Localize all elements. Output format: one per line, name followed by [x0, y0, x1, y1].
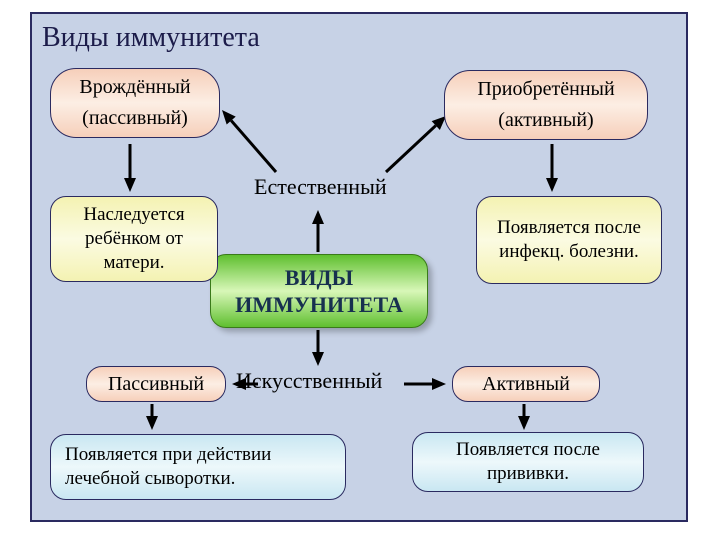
- node-vaccine: Появляется после прививки.: [412, 432, 644, 492]
- node-after-infection: Появляется после инфекц. болезни.: [476, 196, 662, 284]
- node-center: ВИДЫ ИММУНИТЕТА: [210, 254, 428, 328]
- node-line: (активный): [498, 108, 593, 133]
- label-natural: Естественный: [254, 174, 387, 200]
- node-line: Приобретённый: [477, 77, 614, 102]
- node-inherited: Наследуется ребёнком от матери.: [50, 196, 218, 282]
- node-passive: Пассивный: [86, 366, 226, 402]
- node-innate: Врождённый (пассивный): [50, 68, 220, 138]
- page-title: Виды иммунитета: [42, 22, 260, 54]
- node-acquired: Приобретённый (активный): [444, 70, 648, 140]
- node-line: (пассивный): [82, 106, 188, 131]
- node-serum: Появляется при действии лечебной сыворот…: [50, 434, 346, 500]
- diagram-canvas: Виды иммунитета ВИДЫ ИММУНИТЕТА Врождённ…: [0, 0, 720, 540]
- node-active: Активный: [452, 366, 600, 402]
- node-line: Врождённый: [79, 75, 190, 100]
- label-artificial: Искусственный: [236, 368, 382, 394]
